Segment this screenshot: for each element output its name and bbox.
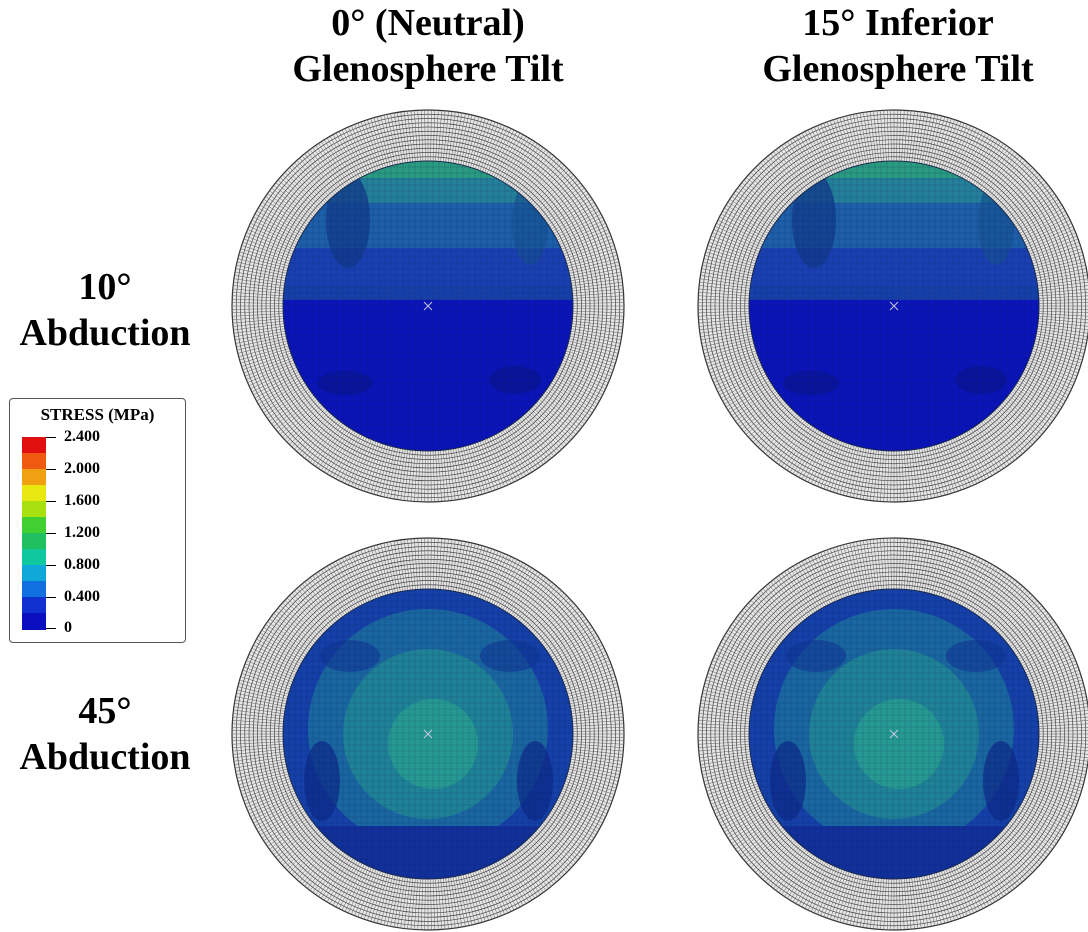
- legend-swatch: [22, 485, 46, 502]
- mesh-radial-lines: [698, 538, 1088, 930]
- contour-panel-45-abduction-inferior: [696, 536, 1088, 932]
- contour-plot: [231, 109, 625, 503]
- row-label-line2: Abduction: [19, 736, 191, 778]
- row-label-45-abduction: 45° Abduction: [0, 688, 210, 780]
- contour-panel-10-abduction-inferior: [696, 108, 1088, 504]
- legend-label: 1.200: [64, 524, 100, 541]
- column-title-line1: 15° Inferior: [802, 2, 994, 44]
- legend-tick: [46, 628, 56, 629]
- center-marker: [889, 729, 899, 739]
- legend-tick: [46, 597, 56, 598]
- mesh-radial-lines: [232, 538, 624, 930]
- legend-swatch: [22, 501, 46, 518]
- legend-tick: [46, 565, 56, 566]
- legend-title: STRESS (MPa): [40, 405, 155, 424]
- center-marker: [423, 729, 433, 739]
- contour-panel-45-abduction-neutral: [230, 536, 626, 932]
- legend-label: 1.600: [64, 492, 100, 509]
- legend-color-bar: [22, 437, 46, 630]
- legend-swatch: [22, 517, 46, 534]
- column-title-line2: Glenosphere Tilt: [292, 48, 564, 90]
- legend-swatch: [22, 533, 46, 550]
- column-title-line1: 0° (Neutral): [331, 2, 525, 44]
- legend-label: 0.800: [64, 556, 100, 573]
- column-title-line2: Glenosphere Tilt: [762, 48, 1034, 90]
- legend-swatch: [22, 437, 46, 454]
- contour-plot: [697, 109, 1088, 503]
- legend-swatch: [22, 565, 46, 582]
- legend-label: 0: [64, 619, 72, 636]
- legend-tick: [46, 501, 56, 502]
- legend-tick: [46, 437, 56, 438]
- row-label-line1: 10°: [78, 266, 132, 308]
- legend-tick: [46, 533, 56, 534]
- contour-plot: [697, 537, 1088, 931]
- column-title-inferior-tilt: 15° Inferior Glenosphere Tilt: [748, 0, 1048, 92]
- row-label-line1: 45°: [78, 690, 132, 732]
- mesh-radial-lines: [232, 110, 624, 502]
- legend-swatch: [22, 469, 46, 486]
- legend-swatch: [22, 581, 46, 598]
- legend-swatch: [22, 613, 46, 630]
- mesh-radial-lines: [698, 110, 1088, 502]
- center-marker: [889, 301, 899, 311]
- row-label-10-abduction: 10° Abduction: [0, 264, 210, 356]
- legend-label: 2.400: [64, 428, 100, 445]
- legend-tick: [46, 469, 56, 470]
- legend-label: 2.000: [64, 460, 100, 477]
- stress-contour: [283, 589, 573, 879]
- contour-panel-10-abduction-neutral: [230, 108, 626, 504]
- legend-label: 0.400: [64, 588, 100, 605]
- center-marker: [423, 301, 433, 311]
- legend-swatch: [22, 597, 46, 614]
- row-label-line2: Abduction: [19, 312, 191, 354]
- contour-plot: [231, 537, 625, 931]
- column-title-neutral-tilt: 0° (Neutral) Glenosphere Tilt: [278, 0, 578, 92]
- legend-swatch: [22, 549, 46, 566]
- stress-legend: STRESS (MPa) 2.400 2.000 1.600 1.200 0.800 0.…: [9, 398, 186, 643]
- legend-swatch: [22, 453, 46, 470]
